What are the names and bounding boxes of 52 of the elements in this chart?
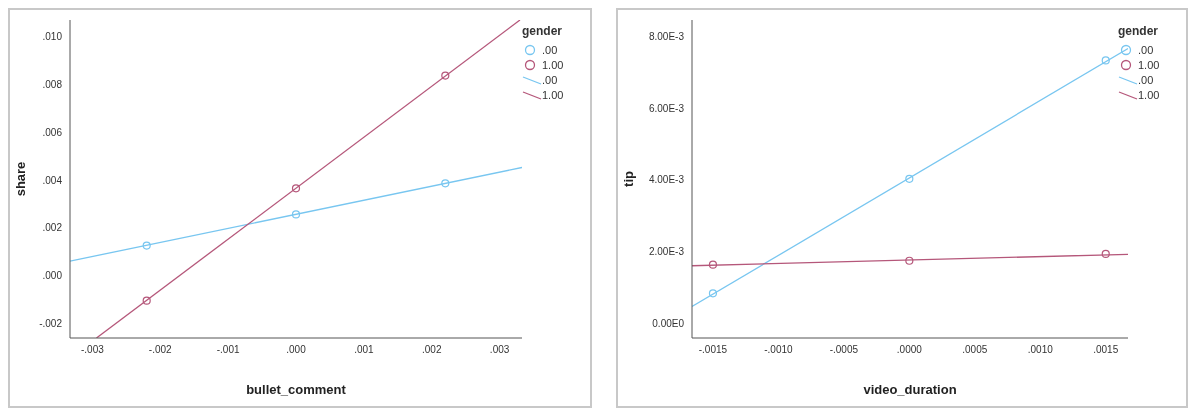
x-tick-label: .0005 xyxy=(962,344,988,356)
x-axis-title: bullet_comment xyxy=(246,382,347,397)
y-tick-label: 0.00E0 xyxy=(652,317,685,329)
point xyxy=(291,184,301,193)
y-tick-label: .004 xyxy=(42,174,63,186)
point xyxy=(708,289,718,298)
x-tick-label: -.0015 xyxy=(698,344,728,356)
point xyxy=(905,256,914,265)
y-tick-label: .002 xyxy=(42,222,63,234)
legend-label: 1.00 xyxy=(542,58,564,71)
legend-label: .00 xyxy=(542,73,558,86)
legend-label: .00 xyxy=(542,43,558,56)
y-tick-label: 8.00E-3 xyxy=(648,31,685,43)
x-tick-label: -.001 xyxy=(216,344,240,356)
y-axis-title: share xyxy=(12,161,28,197)
point xyxy=(708,260,718,269)
point xyxy=(1101,249,1110,259)
x-tick-label: .001 xyxy=(354,344,375,356)
y-tick-label: .000 xyxy=(42,270,63,282)
legend-title: gender xyxy=(1118,24,1159,38)
legend-label: .00 xyxy=(1138,43,1154,56)
point xyxy=(291,210,301,219)
x-tick-label: .0010 xyxy=(1027,344,1054,356)
x-tick-label: .002 xyxy=(422,344,442,356)
x-tick-label: -.003 xyxy=(81,344,105,356)
legend-label: 1.00 xyxy=(1138,58,1160,71)
y-tick-label: .008 xyxy=(42,78,63,90)
legend-title: gender xyxy=(522,24,563,38)
x-tick-label: .0000 xyxy=(896,344,923,356)
y-tick-label: 4.00E-3 xyxy=(648,174,685,186)
point xyxy=(142,241,151,250)
x-tick-label: -.0010 xyxy=(764,344,794,356)
legend-label: 1.00 xyxy=(1138,88,1160,101)
legend-label: 1.00 xyxy=(542,88,564,101)
point xyxy=(905,174,914,183)
y-tick-label: .006 xyxy=(42,126,63,138)
x-tick-label: -.002 xyxy=(148,344,173,356)
point xyxy=(1101,56,1110,65)
point xyxy=(142,296,151,305)
point xyxy=(441,71,450,80)
y-tick-label: 2.00E-3 xyxy=(648,245,685,257)
legend-label: .00 xyxy=(1138,73,1154,86)
y-tick-label: 6.00E-3 xyxy=(648,102,685,114)
y-tick-label: .010 xyxy=(42,30,63,42)
x-tick-label: .0015 xyxy=(1093,344,1119,356)
x-tick-label: -.0005 xyxy=(829,344,859,356)
y-axis-title: tip xyxy=(620,171,636,187)
y-tick-label: -.002 xyxy=(39,318,63,330)
x-tick-label: .003 xyxy=(489,344,510,356)
point xyxy=(441,179,450,188)
x-tick-label: .000 xyxy=(286,344,307,356)
x-axis-title: video_duration xyxy=(863,382,957,397)
